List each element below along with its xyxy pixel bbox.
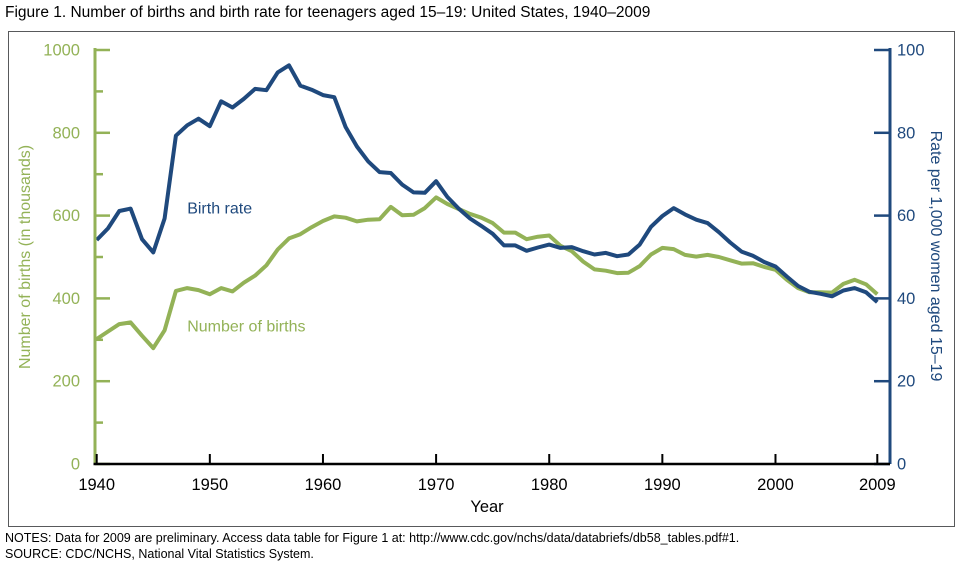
left-axis: 0 200 400 600 800 1000 Number of births (in th… bbox=[17, 42, 110, 474]
left-axis-tick-label: 200 bbox=[52, 373, 80, 391]
right-axis-tick-label: 60 bbox=[897, 207, 915, 225]
left-axis-tick-label: 1000 bbox=[43, 42, 80, 60]
right-axis-tick-label: 100 bbox=[897, 42, 925, 60]
x-axis-tick-label: 1950 bbox=[191, 476, 228, 494]
right-axis-title: Rate per 1,000 women aged 15–19 bbox=[927, 131, 944, 382]
left-axis-tick-label: 0 bbox=[71, 456, 80, 474]
right-axis-tick-label: 40 bbox=[897, 290, 915, 308]
left-axis-title: Number of births (in thousands) bbox=[17, 145, 34, 369]
x-axis-tick-label: 2000 bbox=[757, 476, 794, 494]
x-axis-tick-label: 2009 bbox=[859, 476, 896, 494]
right-axis-tick-label: 0 bbox=[897, 456, 906, 474]
x-axis-title: Year bbox=[470, 498, 504, 516]
x-axis-tick-label: 1940 bbox=[78, 476, 115, 494]
birth-rate-series-line bbox=[95, 63, 879, 304]
right-axis-tick-label: 20 bbox=[897, 373, 915, 391]
x-axis-tick-label: 1960 bbox=[305, 476, 342, 494]
x-axis: 1940 1950 1960 1970 1980 1990 2000 2009 Year bbox=[78, 454, 896, 516]
figure-title: Figure 1. Number of births and birth rat… bbox=[5, 4, 651, 21]
birth-rate-label: Birth rate bbox=[187, 201, 252, 218]
number-of-births-series-line bbox=[95, 195, 879, 351]
x-axis-tick-label: 1980 bbox=[531, 476, 568, 494]
number-of-births-label: Number of births bbox=[187, 319, 305, 336]
left-axis-tick-label: 600 bbox=[52, 207, 80, 225]
figure-border-box bbox=[8, 31, 955, 527]
left-axis-tick-label: 400 bbox=[52, 290, 80, 308]
notes-text: NOTES: Data for 2009 are preliminary. Ac… bbox=[5, 531, 740, 545]
left-axis-tick-label: 800 bbox=[52, 124, 80, 142]
source-text: SOURCE: CDC/NCHS, National Vital Statist… bbox=[5, 547, 314, 561]
x-axis-tick-label: 1990 bbox=[644, 476, 681, 494]
x-axis-tick-label: 1970 bbox=[418, 476, 455, 494]
right-axis: 0 20 40 60 80 100 Rate per 1,000 women aged 15… bbox=[874, 42, 944, 474]
right-axis-tick-label: 80 bbox=[897, 124, 915, 142]
